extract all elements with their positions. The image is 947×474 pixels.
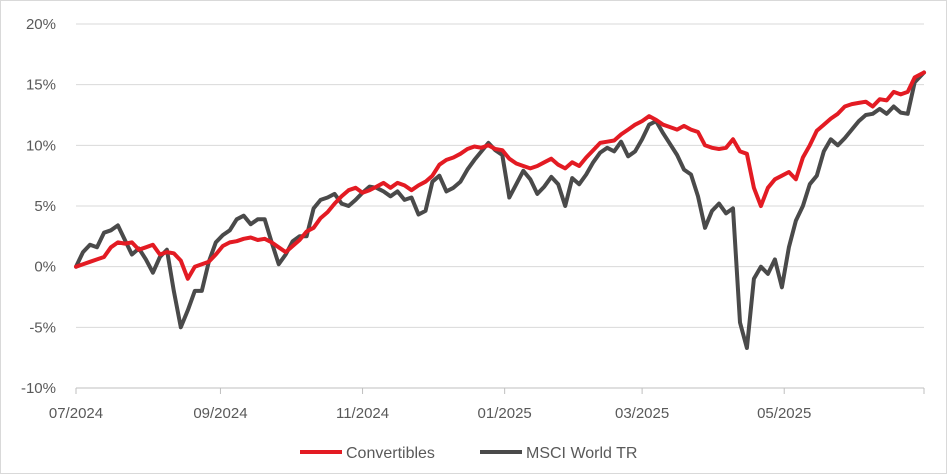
x-tick-label: 05/2025 (757, 405, 811, 422)
axes: 20% 15% 10% 5% 0% -5% -10% 07/2024 09/2024 11/202… (21, 16, 925, 422)
series-lines (74, 70, 926, 350)
y-tick-label: -10% (21, 380, 56, 397)
y-tick-label: 10% (26, 137, 56, 154)
legend: Convertibles MSCI World TR (300, 445, 637, 462)
gridlines (76, 23, 924, 389)
y-tick-label: 20% (26, 16, 56, 33)
series-line-convertibles (74, 70, 926, 281)
y-tick-label: 5% (34, 198, 56, 215)
y-tick-label: 0% (34, 259, 56, 276)
x-tick-label: 11/2024 (336, 405, 389, 422)
x-tick-label: 09/2024 (193, 405, 247, 422)
legend-label: MSCI World TR (526, 445, 637, 462)
x-tick-label: 03/2025 (615, 405, 669, 422)
y-tick-label: 15% (26, 77, 56, 94)
x-tick-label: 07/2024 (49, 405, 103, 422)
legend-label: Convertibles (346, 445, 435, 462)
series-line-msci-world-tr (74, 70, 926, 350)
y-tick-label: -5% (29, 319, 56, 336)
x-tick-label: 01/2025 (478, 405, 532, 422)
